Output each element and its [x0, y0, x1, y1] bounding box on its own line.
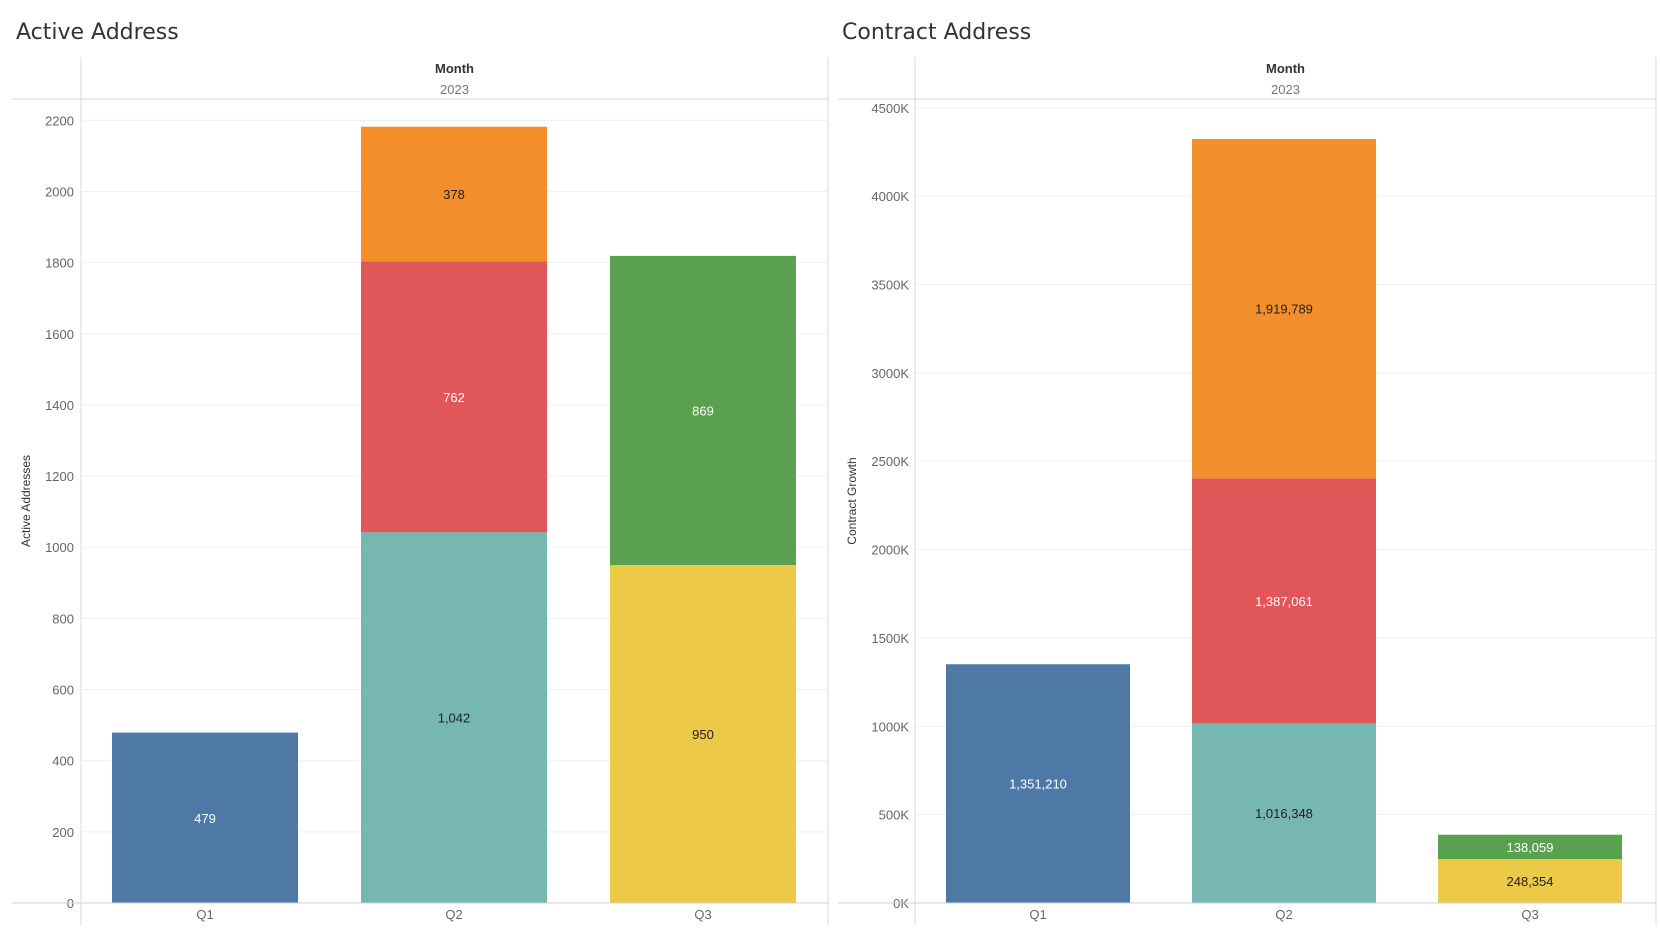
column-header-value: 2023 [440, 82, 469, 97]
y-tick-label: 1800 [45, 256, 74, 271]
y-axis-title: Contract Growth [845, 457, 859, 544]
y-axis-title: Active Addresses [19, 455, 33, 547]
contract-address-panel: Contract Address Month 2023 0K 500K 1000K 150… [830, 0, 1660, 934]
column-header-value: 2023 [1271, 82, 1300, 97]
y-tick-label: 1000 [45, 540, 74, 555]
y-tick-label: 500K [879, 808, 910, 823]
data-label: 1,387,061 [1255, 594, 1313, 609]
y-tick-label: 2000K [871, 543, 909, 558]
bar-segment [1192, 139, 1376, 479]
bar-segment [610, 565, 796, 903]
data-label: 1,351,210 [1009, 777, 1067, 792]
y-tick-label: 1400 [45, 398, 74, 413]
bar-segment [361, 261, 547, 533]
y-tick-label: 2000 [45, 184, 74, 199]
x-tick-label: Q2 [1275, 907, 1292, 922]
y-tick-label: 1500K [871, 631, 909, 646]
bar-segment [361, 126, 547, 262]
x-tick-label: Q1 [1029, 907, 1046, 922]
y-tick-label: 400 [52, 754, 74, 769]
data-label: 869 [692, 403, 714, 418]
y-tick-label: 2200 [45, 113, 74, 128]
data-label: 1,919,789 [1255, 302, 1313, 317]
bar-segment [1438, 859, 1622, 903]
y-tick-label: 4500K [871, 101, 909, 116]
bar-segment [1192, 723, 1376, 903]
y-tick-label: 4000K [871, 189, 909, 204]
y-tick-label: 200 [52, 825, 74, 840]
y-tick-label: 1200 [45, 469, 74, 484]
bar-segment [610, 255, 796, 566]
bar-segment [946, 664, 1130, 903]
y-tick-label: 800 [52, 611, 74, 626]
column-header-field: Month [435, 61, 474, 76]
x-tick-label: Q3 [1521, 907, 1538, 922]
chart-title: Active Address [16, 20, 179, 45]
data-label: 138,059 [1507, 840, 1554, 855]
column-header-field: Month [1266, 61, 1305, 76]
contract-address-chart: Month20230K500K1000K1500K2000K2500K3000K… [838, 57, 1657, 925]
active-address-chart: Month20230200400600800100012001400160018… [12, 57, 829, 925]
y-tick-label: 2500K [871, 454, 909, 469]
y-tick-label: 1000K [871, 719, 909, 734]
data-label: 1,016,348 [1255, 806, 1313, 821]
bar-segment [112, 732, 298, 903]
x-tick-label: Q1 [196, 907, 213, 922]
chart-title: Contract Address [842, 20, 1032, 45]
data-label: 378 [443, 187, 465, 202]
x-tick-label: Q2 [445, 907, 462, 922]
data-label: 1,042 [438, 711, 471, 726]
data-label: 762 [443, 390, 465, 405]
y-tick-label: 600 [52, 683, 74, 698]
bar-segment [1438, 834, 1622, 860]
y-tick-label: 3500K [871, 278, 909, 293]
bar-segment [361, 532, 547, 903]
bar-segment [1192, 478, 1376, 724]
data-label: 950 [692, 727, 714, 742]
x-tick-label: Q3 [694, 907, 711, 922]
y-tick-label: 3000K [871, 366, 909, 381]
data-label: 479 [194, 811, 216, 826]
data-label: 248,354 [1507, 874, 1554, 889]
active-address-panel: Active Address Month20230200400600800100… [12, 20, 829, 925]
y-tick-label: 1600 [45, 327, 74, 342]
